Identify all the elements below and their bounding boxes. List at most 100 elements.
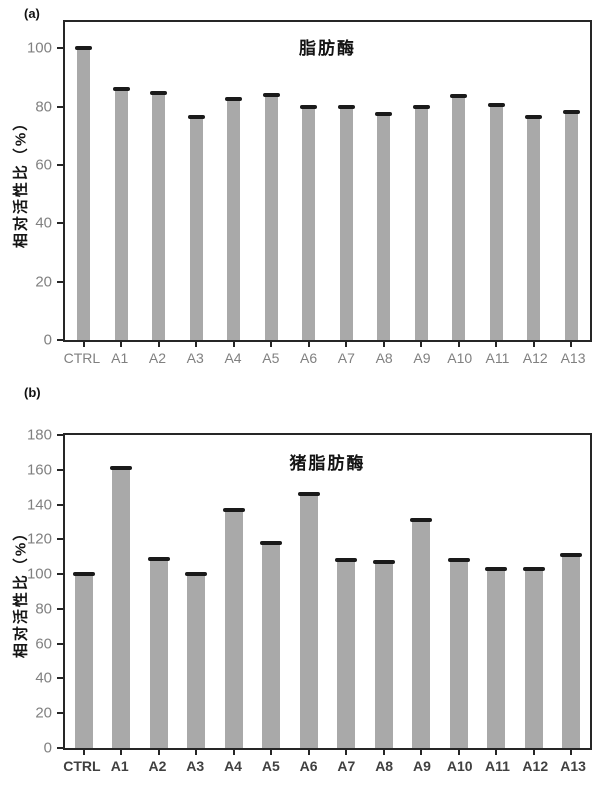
bar [300,104,318,340]
x-tick-label: A7 [337,350,355,366]
error-cap [112,87,130,92]
error-cap [375,111,393,116]
plot-border [63,20,592,342]
bar-cell [440,22,478,340]
bar-cell [478,435,516,748]
x-tick-mark [495,342,498,347]
bar [75,46,93,340]
error-cap [260,540,283,545]
x-axis-labels: CTRL A1 A2 A3 A4 A5 A6 A7 A8 A9 A10 A11 A12 A13 [63,350,592,366]
error-cap [222,507,245,512]
chart-panel-a: (a) 相对活性比（%） 0 20 40 60 80 100 脂肪酶 CTRL A1 A2 A3… [0,0,600,380]
x-tick-mark [307,750,310,755]
y-tick-mark [57,339,63,341]
x-tick-label: A3 [186,350,204,366]
bar-cell [403,22,441,340]
y-tick-label: 80 [35,600,52,618]
error-cap [447,558,470,563]
bars-container [65,435,590,748]
x-tick-mark [532,342,535,347]
x-tick-label: A9 [412,758,431,774]
y-tick-mark [57,747,63,749]
y-tick-mark [57,434,63,436]
bar [225,97,243,340]
bar-cell [215,22,253,340]
x-tick-mark [382,750,385,755]
x-tick-label: CTRL [63,350,101,366]
x-tick-mark [157,750,160,755]
y-tick-label: 60 [35,156,52,174]
bar [110,466,133,748]
bar [297,492,320,748]
x-tick-mark [307,342,310,347]
x-tick-mark [457,342,460,347]
error-cap [412,104,430,109]
y-axis-title: 相对活性比（%） [12,113,30,249]
bar-cell [515,435,553,748]
error-cap [522,566,545,571]
bar [447,558,470,748]
bar [522,566,545,748]
x-tick-label: A6 [300,350,318,366]
x-tick-mark [195,342,198,347]
y-tick-label: 140 [26,496,52,514]
x-tick-mark [120,342,123,347]
error-cap [225,97,243,102]
x-tick-label: A13 [560,350,586,366]
bar [485,566,508,748]
bar [222,507,245,748]
bar-cell [253,22,291,340]
bar [450,94,468,340]
error-cap [337,104,355,109]
y-tick-mark [57,222,63,225]
bar [412,104,430,340]
y-tick-label: 0 [43,331,52,349]
x-tick-label: A5 [262,350,280,366]
x-tick-label: A12 [522,758,549,774]
bar-cell [253,435,291,748]
x-tick-label: A12 [522,350,548,366]
panel-label-b: (b) [24,385,41,400]
x-axis-labels: CTRL A1 A2 A3 A4 A5 A6 A7 A8 A9 A10 A11 A12 A13 [63,758,592,774]
y-tick-mark [57,280,63,283]
x-tick-mark [570,750,573,755]
error-cap [562,110,580,115]
y-tick-label: 120 [26,530,52,548]
y-tick-label: 0 [43,739,52,757]
plot-area: 0 20 40 60 80 100 脂肪酶 [27,20,592,348]
bar-cell [65,22,103,340]
bar [335,558,358,748]
panel-label-a: (a) [24,6,40,21]
x-tick-mark [232,342,235,347]
bar-cell [553,435,591,748]
x-tick-mark [157,342,160,347]
x-tick-mark [345,342,348,347]
y-tick-mark [57,105,63,108]
error-cap [450,94,468,99]
axis-ticks-layer: 0 20 40 60 80 100 [27,22,590,348]
x-tick-label: A10 [447,350,473,366]
bar-cell [215,435,253,748]
x-tick-label: A10 [446,758,473,774]
y-tick-mark [57,47,63,50]
x-tick-label: A9 [413,350,431,366]
x-tick-mark [382,342,385,347]
bars-container [65,22,590,340]
x-tick-label: A6 [299,758,318,774]
x-tick-label: CTRL [63,758,101,774]
x-tick-mark [457,750,460,755]
error-cap [187,114,205,119]
x-tick-mark [495,750,498,755]
error-cap [297,492,320,497]
plot-border [63,433,592,750]
y-tick-label: 60 [35,635,52,653]
error-cap [300,104,318,109]
bar [375,111,393,340]
bar-cell [290,435,328,748]
y-tick-mark [57,468,63,471]
x-tick-mark [420,342,423,347]
bar-cell [103,435,141,748]
x-tick-label: A11 [485,350,510,366]
error-cap [372,559,395,564]
